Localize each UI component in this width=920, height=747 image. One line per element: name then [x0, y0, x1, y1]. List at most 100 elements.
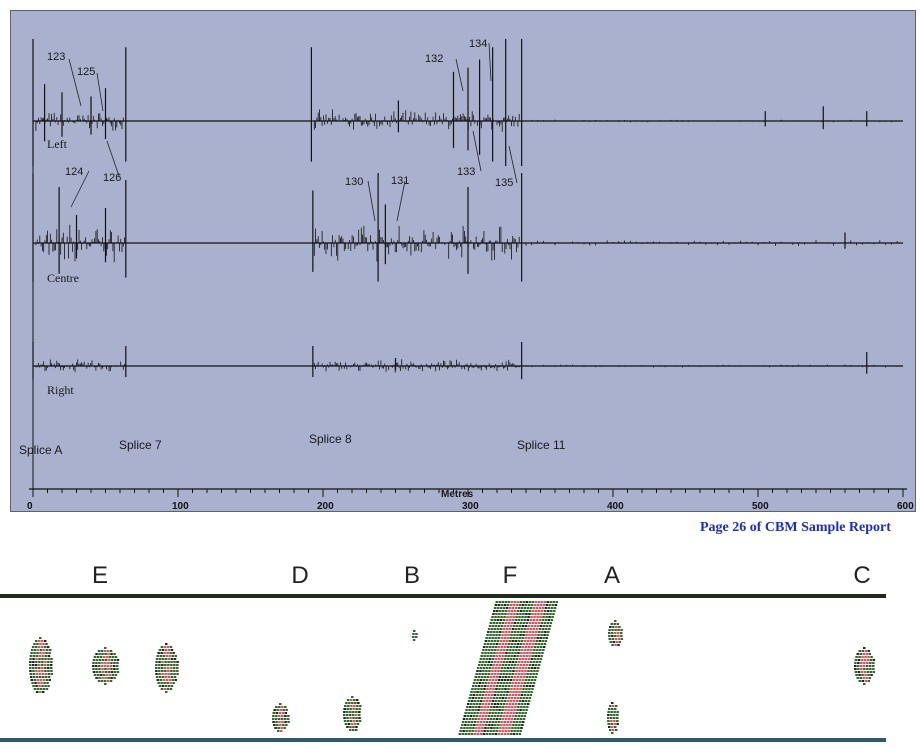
scan-band [535, 631, 538, 633]
scan-band [494, 712, 497, 714]
scan-blob [610, 714, 613, 716]
scan-blob [47, 673, 50, 675]
scan-band [539, 646, 543, 648]
scan-band [503, 721, 507, 723]
scan-band [489, 697, 493, 699]
scan-band [497, 646, 501, 648]
scan-band [497, 700, 501, 702]
scan-band [491, 703, 494, 705]
scan-band [466, 727, 469, 729]
scan-blob [38, 670, 41, 672]
scan-blob [97, 650, 101, 652]
scan-band [536, 646, 540, 648]
scan-band [536, 670, 539, 672]
scan-band [500, 604, 504, 606]
splice-label: Splice 7 [119, 438, 162, 452]
scan-blob [113, 662, 116, 664]
scan-blob [352, 726, 355, 728]
scan-blob [865, 653, 868, 655]
scan-blob [176, 673, 179, 675]
scan-band [515, 700, 519, 702]
scan-band [508, 619, 511, 621]
scan-blob [100, 680, 104, 682]
scan-band [492, 688, 495, 690]
scan-band [494, 670, 497, 672]
scan-band [488, 646, 492, 648]
scan-blob [101, 668, 104, 670]
scan-blob [102, 656, 106, 658]
scan-band [477, 718, 481, 720]
scan-band [510, 634, 513, 636]
scan-band [476, 724, 479, 726]
scan-band [517, 631, 520, 633]
scan-band [534, 643, 538, 645]
scan-band [502, 673, 505, 675]
scan-blob [616, 723, 619, 725]
scan-blob [620, 632, 623, 634]
scan-band [506, 637, 509, 639]
scan-band [518, 646, 522, 648]
scan-band [512, 670, 515, 672]
scan-band [500, 625, 504, 627]
scan-band [489, 718, 493, 720]
scan-band [539, 604, 543, 606]
scan-band [467, 724, 470, 726]
scan-blob [158, 664, 161, 666]
scan-band [528, 634, 531, 636]
scan-blob [39, 643, 42, 645]
scan-blob [277, 730, 280, 732]
scan-blob [346, 717, 349, 719]
scan-band [521, 658, 525, 660]
scan-band [483, 709, 486, 711]
scan-band [493, 661, 497, 663]
scan-blob [43, 649, 46, 651]
scan-band [541, 652, 544, 654]
scan-band [481, 652, 484, 654]
scan-band [473, 733, 477, 735]
scan-blob [45, 679, 48, 681]
scan-band [511, 640, 515, 642]
scan-blob [860, 662, 863, 664]
scan-band [522, 664, 526, 666]
zone-label: E [92, 562, 108, 589]
scan-band [525, 667, 528, 669]
scan-band [483, 730, 486, 732]
scan-band [511, 631, 514, 633]
scan-blob [113, 668, 116, 670]
scan-band [491, 616, 494, 618]
scan-blob [45, 688, 49, 690]
scan-blob [857, 665, 860, 667]
scan-band [472, 715, 476, 717]
scan-blob [95, 668, 98, 670]
scan-band [532, 631, 535, 633]
scan-band [497, 721, 501, 723]
scan-blob [161, 685, 165, 687]
scan-band [533, 637, 536, 639]
scan-blob [872, 659, 876, 661]
annotation-leader [472, 130, 482, 172]
scan-band [521, 700, 525, 702]
scan-band [489, 667, 492, 669]
scan-band [495, 622, 499, 624]
scan-band [500, 628, 503, 630]
scan-band [492, 634, 495, 636]
scan-band [546, 622, 550, 624]
scan-blob [34, 646, 38, 648]
scan-blob [38, 658, 41, 660]
scan-band [485, 733, 489, 735]
scan-blob [101, 659, 105, 661]
scan-band [538, 652, 541, 654]
scan-blob [169, 688, 173, 690]
scan-band [519, 697, 523, 699]
scan-band [507, 655, 510, 657]
scan-blob [607, 720, 610, 722]
scan-band [474, 709, 477, 711]
scan-blob [358, 720, 362, 722]
scan-band [526, 706, 529, 708]
scan-blob [412, 633, 415, 635]
scan-blob [42, 688, 46, 690]
scan-band [502, 607, 506, 609]
scan-blob [613, 623, 616, 625]
scan-band [523, 652, 526, 654]
scan-blob [155, 670, 158, 672]
